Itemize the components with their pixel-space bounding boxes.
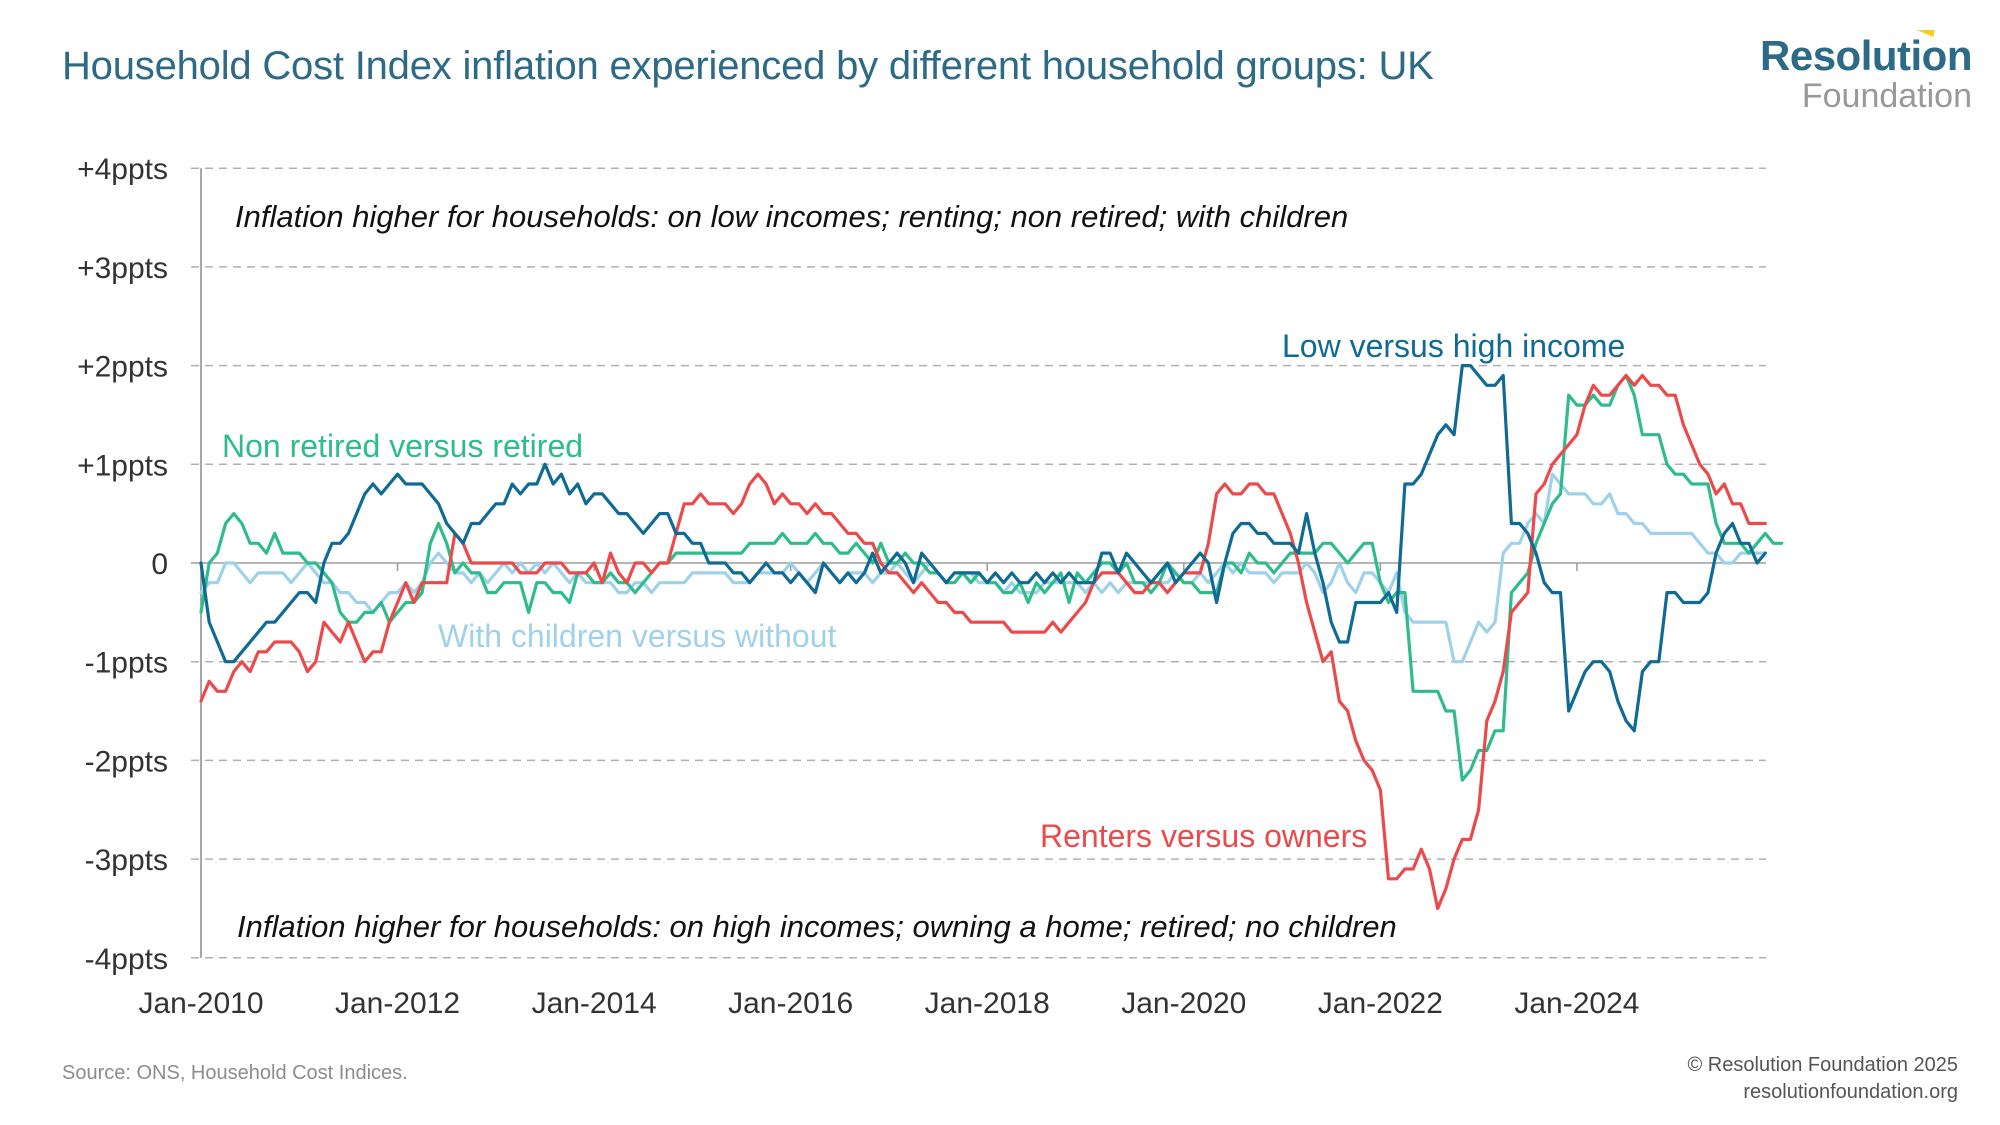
y-tick-label: -3ppts (85, 844, 168, 877)
y-tick-label: -1ppts (85, 647, 168, 680)
annotation-top: Inflation higher for households: on low … (235, 199, 1348, 234)
y-tick-label: +4ppts (77, 153, 168, 186)
x-tick-label: Jan-2024 (1514, 987, 1639, 1020)
y-tick-label: -4ppts (85, 943, 168, 976)
logo-line2: Foundation (1801, 77, 1972, 115)
y-tick-label: +1ppts (77, 449, 168, 482)
x-tick-label: Jan-2022 (1318, 987, 1443, 1020)
website-link[interactable]: resolutionfoundation.org (1743, 1081, 1958, 1103)
series-line-low-versus-high-income (199, 364, 1767, 733)
x-tick-label: Jan-2016 (728, 987, 853, 1020)
series-line-non-retired-versus-retired (199, 373, 1784, 782)
series-label-with-children-vs-without: With children versus without (438, 618, 836, 654)
resolution-foundation-logo: Resolution Foundation (1760, 30, 1973, 115)
y-tick-label: 0 (151, 548, 168, 581)
series-label-low-vs-high-income: Low versus high income (1282, 328, 1625, 364)
x-tick-label: Jan-2018 (925, 987, 1050, 1020)
x-tick-label: Jan-2010 (138, 987, 263, 1020)
series-line-with-children-versus-without (199, 472, 1767, 664)
x-tick-label: Jan-2014 (532, 987, 657, 1020)
annotation-bottom: Inflation higher for households: on high… (237, 909, 1397, 944)
series-label-non-retired-vs-retired: Non retired versus retired (222, 428, 583, 464)
logo-line1: Resolution (1760, 32, 1973, 79)
x-tick-label: Jan-2012 (335, 987, 460, 1020)
series-lines (199, 364, 1784, 911)
y-tick-label: +2ppts (77, 351, 168, 384)
x-tick-label: Jan-2020 (1121, 987, 1246, 1020)
series-label-renters-vs-owners: Renters versus owners (1040, 818, 1367, 854)
y-tick-label: +3ppts (77, 252, 168, 285)
copyright-text: © Resolution Foundation 2025 (1687, 1054, 1958, 1076)
source-note: Source: ONS, Household Cost Indices. (62, 1062, 408, 1084)
chart-title: Household Cost Index inflation experienc… (62, 44, 1434, 88)
y-tick-label: -2ppts (85, 745, 168, 778)
logo-wordmark-top: Resolution (1760, 30, 1973, 79)
x-axis-ticks: Jan-2010 Jan-2012 Jan-2014 Jan-2016 Jan-2018… (138, 563, 1639, 1020)
footer-credits: © Resolution Foundation 2025 resolutionf… (1688, 1052, 1958, 1106)
y-axis-ticks: +4ppts +3ppts +2ppts +1ppts 0 -1ppts -2ppts -3p… (77, 153, 168, 976)
